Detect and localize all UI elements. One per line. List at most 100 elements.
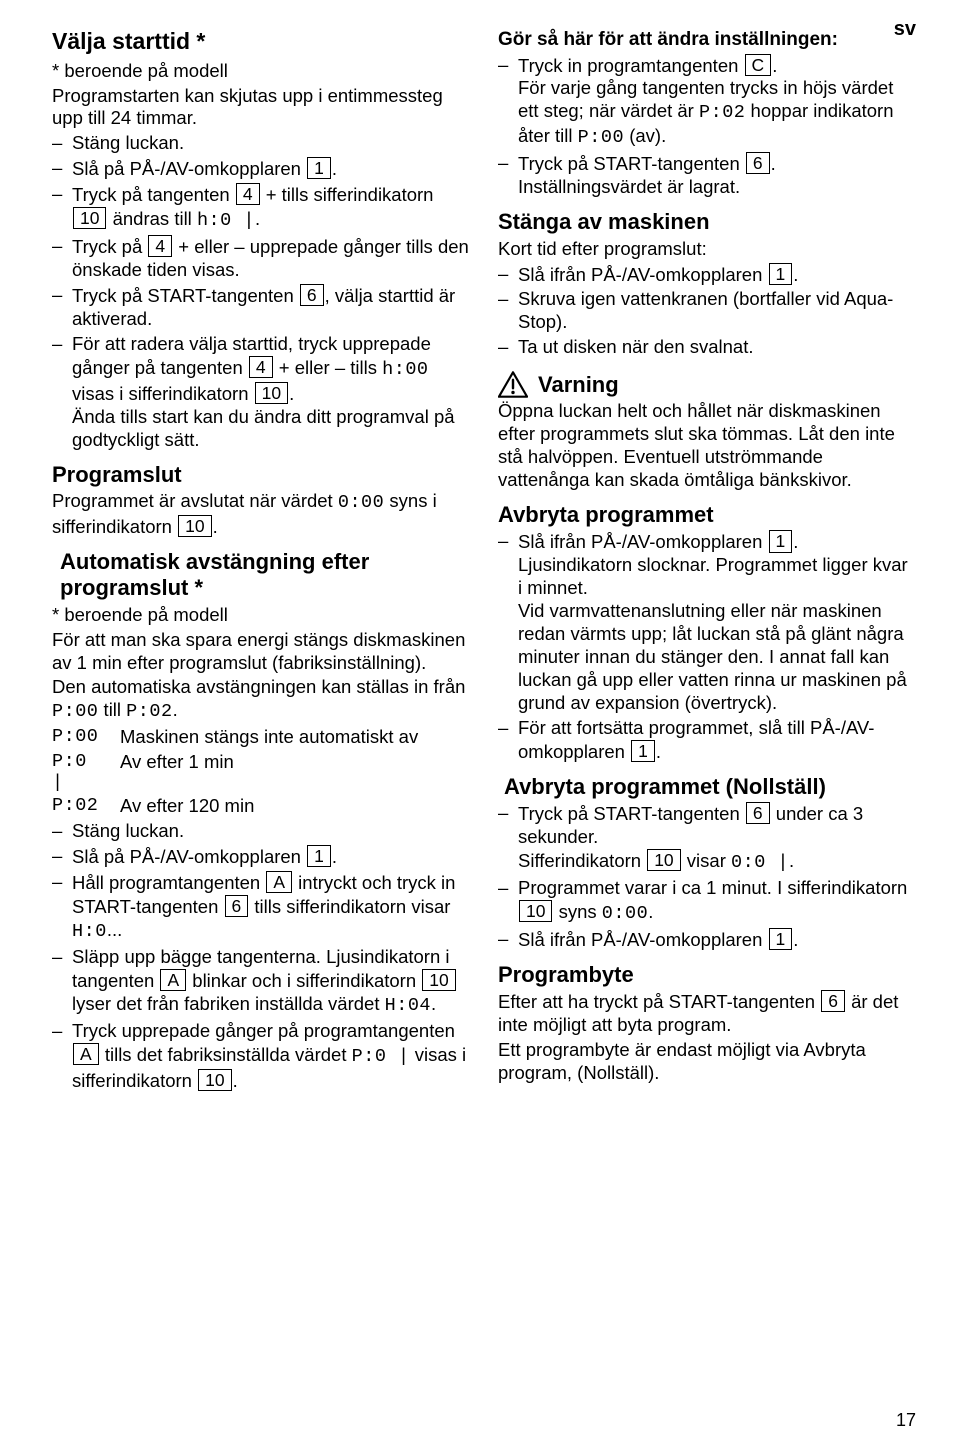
key-6: 6: [746, 802, 770, 824]
note-model: * beroende på modell: [52, 604, 470, 627]
list-item-extra: Ljusindikatorn slocknar. Programmet ligg…: [518, 554, 916, 600]
steps-list-r3: Slå ifrån PÅ-/AV-omkopplaren 1. Ljusindi…: [498, 530, 916, 763]
heading-programslut: Programslut: [52, 462, 470, 488]
list-item: Slå ifrån PÅ-/AV-omkopplaren 1.: [498, 263, 916, 287]
display-code: P:0 |: [352, 1046, 410, 1067]
steps-list-r1: Tryck in programtangenten C. För varje g…: [498, 54, 916, 200]
key-10: 10: [198, 1069, 231, 1091]
key-1: 1: [769, 530, 793, 552]
display-code: 0:00: [338, 492, 384, 513]
list-item: Slå ifrån PÅ-/AV-omkopplaren 1. Ljusindi…: [498, 530, 916, 715]
key-10: 10: [73, 207, 106, 229]
warning-row: Varning: [498, 371, 916, 398]
list-item-extra: Vid varmvattenanslutning eller när maski…: [518, 600, 916, 715]
list-item: Tryck på START-tangenten 6. Inställnings…: [498, 152, 916, 199]
heading-abort-reset: Avbryta programmet (Nollställ): [504, 774, 916, 800]
left-column: Välja starttid * * beroende på modell Pr…: [52, 28, 470, 1097]
heading-change-setting: Gör så här för att ändra inställningen:: [498, 28, 916, 52]
setting-code: P:0 |: [52, 751, 104, 793]
list-item: Tryck upprepade gånger på programtangent…: [52, 1020, 470, 1093]
setting-desc: Av efter 1 min: [120, 751, 470, 793]
key-10: 10: [519, 900, 552, 922]
paragraph: För att man ska spara energi stängs disk…: [52, 629, 470, 675]
key-10: 10: [422, 969, 455, 991]
display-code: H:0: [72, 921, 107, 942]
key-10: 10: [178, 515, 211, 537]
list-item: Ta ut disken när den svalnat.: [498, 336, 916, 359]
display-code: h:0 |: [197, 210, 255, 231]
list-item: För att radera välja starttid, tryck upp…: [52, 333, 470, 452]
key-A: A: [266, 871, 292, 893]
setting-code: P:00: [52, 726, 104, 749]
key-6: 6: [821, 990, 845, 1012]
key-A: A: [160, 969, 186, 991]
note-model: * beroende på modell: [52, 60, 470, 83]
display-code: 0:00: [602, 903, 648, 924]
setting-code: P:02: [52, 795, 104, 818]
paragraph: Den automatiska avstängningen kan ställa…: [52, 676, 470, 724]
key-1: 1: [631, 740, 655, 762]
steps-list-r2: Slå ifrån PÅ-/AV-omkopplaren 1. Skruva i…: [498, 263, 916, 360]
warning-icon: [498, 371, 528, 398]
warning-label: Varning: [538, 372, 619, 398]
key-C: C: [745, 54, 772, 76]
list-item: Tryck på START-tangenten 6 under ca 3 se…: [498, 802, 916, 875]
warning-text: Öppna luckan helt och hållet när diskmas…: [498, 400, 916, 492]
list-item: Slå på PÅ-/AV-omkopplaren 1.: [52, 845, 470, 869]
setting-row: P:02 Av efter 120 min: [52, 795, 470, 818]
key-4: 4: [148, 235, 172, 257]
paragraph: Ett programbyte är endast möjligt via Av…: [498, 1039, 916, 1085]
paragraph: Programmet är avslutat när värdet 0:00 s…: [52, 490, 470, 539]
key-1: 1: [769, 928, 793, 950]
intro-text: Programstarten kan skjutas upp i entimme…: [52, 85, 470, 131]
steps-list-1: Stäng luckan. Slå på PÅ-/AV-omkopplaren …: [52, 132, 470, 451]
page-number: 17: [896, 1410, 916, 1431]
heading-change-program: Programbyte: [498, 962, 916, 988]
heading-abort: Avbryta programmet: [498, 502, 916, 528]
key-1: 1: [769, 263, 793, 285]
key-A: A: [73, 1043, 99, 1065]
display-code: 0:0 |: [731, 852, 789, 873]
display-code: H:04: [385, 995, 431, 1016]
key-6: 6: [300, 284, 324, 306]
list-item: Stäng luckan.: [52, 132, 470, 155]
setting-row: P:00 Maskinen stängs inte automatiskt av: [52, 726, 470, 749]
list-item: Slå på PÅ-/AV-omkopplaren 1.: [52, 157, 470, 181]
heading-start-time: Välja starttid *: [52, 28, 470, 56]
display-code: P:02: [699, 102, 745, 123]
key-6: 6: [225, 895, 249, 917]
list-item: Tryck på START-tangenten 6, välja startt…: [52, 284, 470, 331]
key-6: 6: [746, 152, 770, 174]
heading-auto-off: Automatisk avstängning efter programslut…: [60, 549, 470, 602]
display-code: P:00: [578, 127, 624, 148]
display-code: h:00: [382, 359, 428, 380]
setting-desc: Av efter 120 min: [120, 795, 470, 818]
content-columns: Välja starttid * * beroende på modell Pr…: [52, 28, 916, 1097]
key-4: 4: [249, 356, 273, 378]
right-column: Gör så här för att ändra inställningen: …: [498, 28, 916, 1097]
key-10: 10: [255, 382, 288, 404]
list-item: Stäng luckan.: [52, 820, 470, 843]
list-item: Programmet varar i ca 1 minut. I sifferi…: [498, 877, 916, 926]
heading-shutdown: Stänga av maskinen: [498, 209, 916, 235]
display-code: P:02: [126, 701, 172, 722]
list-item: Håll programtangenten A intryckt och try…: [52, 871, 470, 944]
list-item-extra: Sifferindikatorn 10 visar 0:0 |.: [518, 849, 916, 875]
key-10: 10: [647, 849, 680, 871]
list-item: Släpp upp bägge tangenterna. Ljusindikat…: [52, 946, 470, 1018]
list-item: För att fortsätta programmet, slå till P…: [498, 717, 916, 764]
key-1: 1: [307, 845, 331, 867]
key-4: 4: [236, 183, 260, 205]
list-item-extra: För varje gång tangenten trycks in höjs …: [518, 77, 916, 150]
document-page: sv Välja starttid * * beroende på modell…: [0, 0, 960, 1447]
list-item: Tryck in programtangenten C. För varje g…: [498, 54, 916, 151]
list-item: Tryck på 4 + eller – upprepade gånger ti…: [52, 235, 470, 282]
list-item: Tryck på tangenten 4 + tills sifferindik…: [52, 183, 470, 233]
setting-row: P:0 | Av efter 1 min: [52, 751, 470, 793]
paragraph: Kort tid efter programslut:: [498, 238, 916, 261]
steps-list-r4: Tryck på START-tangenten 6 under ca 3 se…: [498, 802, 916, 952]
display-code: P:00: [52, 701, 98, 722]
key-1: 1: [307, 157, 331, 179]
language-label: sv: [894, 18, 916, 41]
paragraph: Efter att ha tryckt på START-tangenten 6…: [498, 990, 916, 1037]
